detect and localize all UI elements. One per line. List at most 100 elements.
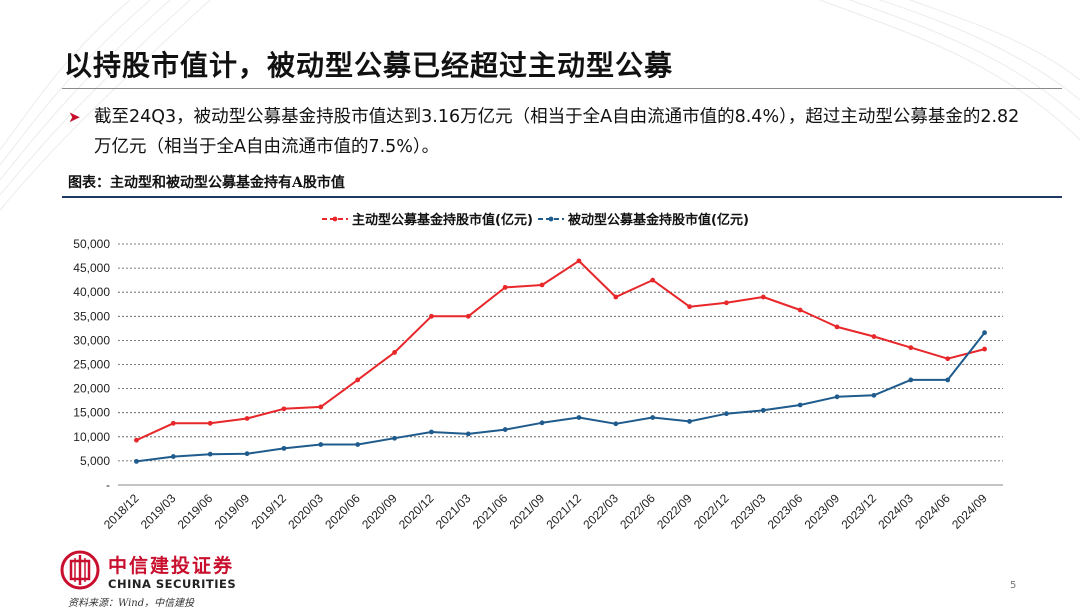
x-tick-label: 2021/06 <box>470 491 511 532</box>
y-tick-label: 35,000 <box>73 309 110 323</box>
title-divider <box>62 88 1062 89</box>
series-1-point <box>355 377 361 383</box>
series-2-point <box>908 377 914 383</box>
x-tick-label: 2019/12 <box>248 491 289 532</box>
series-1-point <box>797 307 803 313</box>
series-2-point <box>724 411 729 417</box>
y-tick-label: 15,000 <box>73 406 110 420</box>
x-tick-label: 2021/12 <box>543 491 584 532</box>
series-2-point <box>650 415 656 420</box>
x-tick-label: 2019/09 <box>212 491 253 532</box>
slide-title: 以持股市值计，被动型公募已经超过主动型公募 <box>64 49 674 82</box>
legend-label-2: 被动型公募基金持股市值(亿元) <box>567 212 749 228</box>
series-1-point <box>650 277 656 283</box>
series-1-point <box>502 284 508 290</box>
series-1-point <box>539 282 545 288</box>
chart-caption: 图表：主动型和被动型公募基金持有A股市值 <box>68 175 345 191</box>
series-1-point <box>429 313 434 319</box>
citic-logo-icon <box>60 550 100 590</box>
x-tick-label: 2020/03 <box>285 491 326 532</box>
y-tick-label: 45,000 <box>73 261 110 275</box>
series-2-point <box>871 392 877 398</box>
x-tick-label: 2020/09 <box>359 491 400 532</box>
series-2-point <box>982 330 987 336</box>
x-tick-label: 2024/03 <box>875 491 916 532</box>
brand-name-cn: 中信建投证券 <box>108 555 235 577</box>
series-2-point <box>797 402 803 408</box>
series-2-point <box>945 377 951 383</box>
series-1-point <box>318 404 324 410</box>
x-tick-label: 2023/06 <box>765 491 806 532</box>
y-tick-label: 50,000 <box>73 237 110 251</box>
series-1-point <box>207 420 213 426</box>
page-number: 5 <box>1010 580 1017 591</box>
series-1-point <box>760 294 766 300</box>
series-1-point <box>871 334 877 339</box>
x-tick-label: 2023/12 <box>838 491 879 532</box>
series-2-point <box>318 442 324 447</box>
x-tick-label: 2022/09 <box>654 491 695 532</box>
y-tick-label: 40,000 <box>73 285 110 299</box>
series-1-point <box>392 350 397 355</box>
legend-marker-1 <box>332 216 338 222</box>
bullet-arrow-icon: ➤ <box>68 108 81 126</box>
series-1-point <box>687 304 692 310</box>
series-1-point <box>834 324 840 330</box>
series-2-point <box>502 427 508 432</box>
source-note: 资料来源：Wind，中信建投 <box>68 598 195 609</box>
x-tick-label: 2020/12 <box>396 491 437 532</box>
series-1-point <box>576 258 582 264</box>
series-2-point <box>465 431 471 437</box>
x-tick-label: 2021/09 <box>507 491 548 532</box>
series-1-point <box>134 437 139 443</box>
x-tick-label: 2023/03 <box>728 491 769 532</box>
y-tick-label: 30,000 <box>73 333 110 347</box>
series-1-point <box>170 420 176 426</box>
series-1-point <box>244 416 250 421</box>
series-1-point <box>982 346 987 352</box>
y-tick-label: - <box>106 478 110 492</box>
x-tick-label: 2021/03 <box>433 491 474 532</box>
x-tick-label: 2020/06 <box>322 491 363 532</box>
x-tick-label: 2019/03 <box>138 491 179 532</box>
series-2-point <box>576 415 582 420</box>
series-2-point <box>687 418 692 424</box>
series-1-point <box>945 356 951 362</box>
caption-divider <box>62 196 1062 198</box>
series-2-point <box>392 435 397 441</box>
series-2-point <box>281 445 287 451</box>
x-tick-label: 2024/09 <box>949 491 990 532</box>
legend-label-1: 主动型公募基金持股市值(亿元) <box>352 212 533 228</box>
series-2-point <box>207 451 213 457</box>
legend-marker-2 <box>548 216 554 222</box>
series-2-point <box>170 454 176 459</box>
series-1-point <box>908 345 914 351</box>
y-tick-label: 5,000 <box>80 454 110 468</box>
series-1-point <box>465 313 471 319</box>
y-tick-label: 25,000 <box>73 358 110 372</box>
series-2-point <box>134 458 139 464</box>
series-2-point <box>429 429 434 435</box>
series-2-point <box>613 421 619 427</box>
series-2-point <box>834 394 840 400</box>
series-2-point <box>355 442 361 447</box>
x-tick-label: 2024/06 <box>912 491 953 532</box>
x-tick-label: 2022/06 <box>617 491 658 532</box>
series-2-point <box>760 407 766 413</box>
x-tick-label: 2023/09 <box>802 491 843 532</box>
series-2-point <box>539 420 545 426</box>
y-tick-label: 20,000 <box>73 382 110 396</box>
series-2-point <box>244 451 250 457</box>
x-tick-label: 2018/12 <box>101 491 142 532</box>
x-tick-label: 2019/06 <box>175 491 216 532</box>
x-tick-label: 2022/12 <box>691 491 732 532</box>
series-1-point <box>724 300 729 306</box>
series-1-point <box>281 406 287 412</box>
series-1-point <box>613 294 619 300</box>
series-line-2 <box>136 332 986 463</box>
series-line-1 <box>135 259 985 442</box>
brand-name-en: CHINA SECURITIES <box>108 577 237 591</box>
x-tick-label: 2022/03 <box>580 491 621 532</box>
y-tick-label: 10,000 <box>73 430 110 444</box>
